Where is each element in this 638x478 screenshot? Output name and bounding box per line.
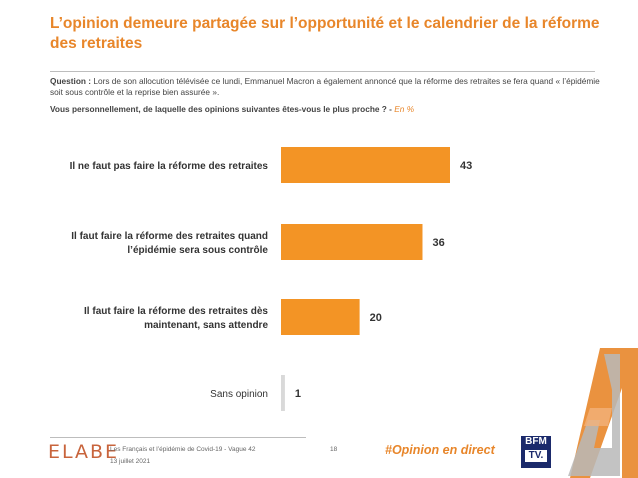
- value-label-3: 20: [370, 312, 382, 324]
- category-label-1-line-1: Il ne faut pas faire la réforme des retr…: [70, 161, 269, 172]
- bfm-text: BFM: [525, 436, 547, 447]
- footer-date: 13 juillet 2021: [110, 458, 151, 465]
- category-label-4-line-1: Sans opinion: [210, 389, 268, 400]
- tv-text: TV.: [525, 450, 547, 462]
- category-label-3-line-2: maintenant, sans attendre: [144, 320, 268, 331]
- unit-label: En %: [394, 104, 415, 114]
- hashtag: #Opinion en direct: [385, 443, 495, 457]
- decorative-a-logo-icon: [568, 348, 638, 478]
- category-label-3-line-1: Il faut faire la réforme des retraites d…: [84, 306, 268, 317]
- bar-4: [281, 375, 285, 411]
- question-text: Question : Lors de son allocution télévi…: [50, 76, 600, 98]
- subquestion: Vous personnellement, de laquelle des op…: [50, 104, 600, 115]
- bar-2: [281, 224, 423, 260]
- value-label-4: 1: [295, 388, 301, 400]
- question-body: Lors de son allocution télévisée ce lund…: [50, 76, 600, 97]
- title-divider: [50, 71, 595, 72]
- bar-3: [281, 299, 360, 335]
- value-label-1: 43: [460, 160, 472, 172]
- footer-study: Les Français et l’épidémie de Covid-19 -…: [110, 446, 256, 453]
- bar-chart: 43 Il ne faut pas faire la réforme des re…: [70, 147, 472, 411]
- footer-divider: [50, 437, 306, 438]
- elabe-logo: ELABE: [48, 441, 120, 463]
- category-label-2-line-2: l’épidémie sera sous contrôle: [127, 245, 268, 256]
- subquestion-text: Vous personnellement, de laquelle des op…: [50, 104, 392, 114]
- category-label-2-line-1: Il faut faire la réforme des retraites q…: [71, 231, 268, 242]
- bfmtv-logo: BFM TV.: [521, 436, 551, 468]
- value-label-2: 36: [432, 237, 444, 249]
- question-label: Question :: [50, 76, 92, 86]
- page-number: 18: [330, 446, 338, 453]
- bar-1: [281, 147, 450, 183]
- page-title: L’opinion demeure partagée sur l’opportu…: [50, 15, 600, 52]
